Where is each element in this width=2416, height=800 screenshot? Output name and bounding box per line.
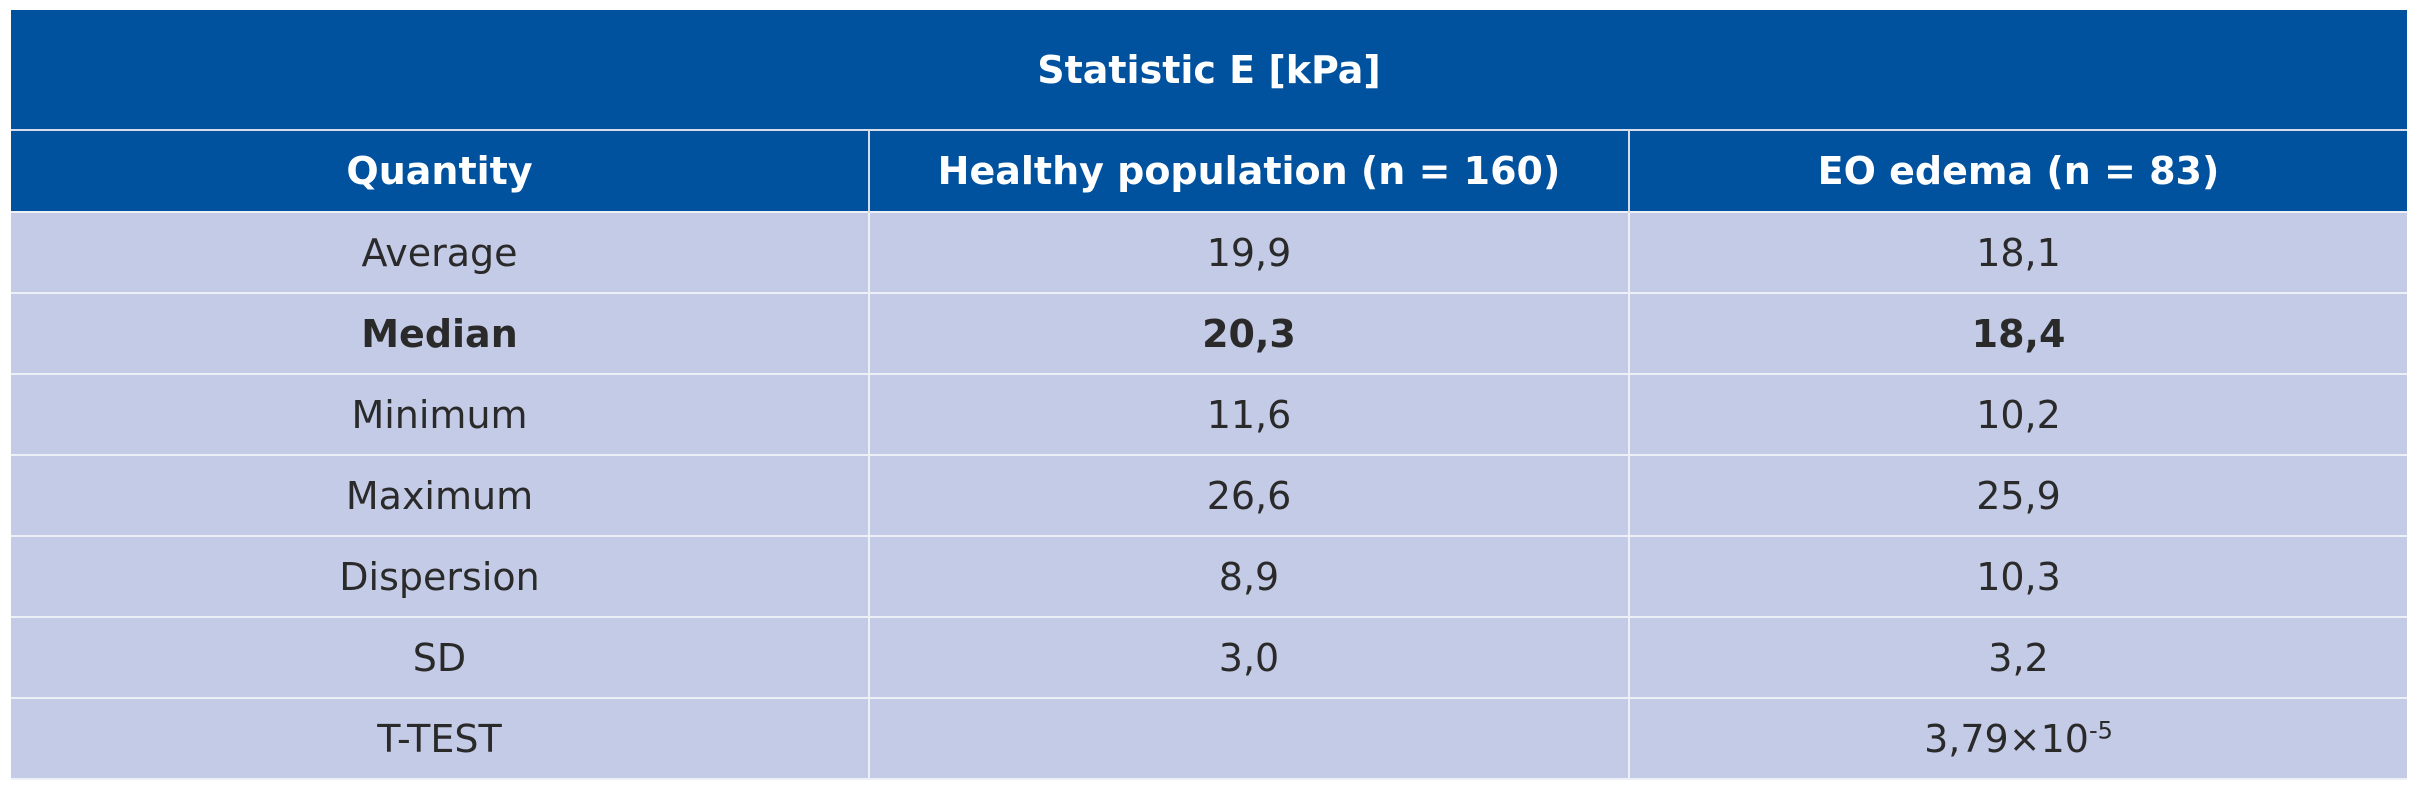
table-header-row: Quantity Healthy population (n = 160) EO… [11, 130, 2408, 212]
healthy-value: 8,9 [868, 535, 1629, 617]
edema-value: 3,79×10-5 [1627, 697, 2408, 780]
healthy-value: 19,9 [868, 211, 1629, 293]
row-label: SD [11, 616, 869, 698]
table-title: Statistic E [kPa] [11, 10, 2408, 131]
row-label: Maximum [11, 454, 869, 536]
column-header-healthy-population: Healthy population (n = 160) [868, 130, 1629, 212]
healthy-value: 11,6 [868, 373, 1629, 455]
row-label: Average [11, 211, 869, 293]
t-test-value-exponent: -5 [2088, 715, 2113, 744]
edema-value: 18,4 [1627, 292, 2408, 374]
edema-value: 25,9 [1627, 454, 2408, 536]
table-row-median: Median 20,3 18,4 [11, 292, 2408, 374]
column-header-eo-edema: EO edema (n = 83) [1627, 130, 2408, 212]
table-row-maximum: Maximum 26,6 25,9 [11, 454, 2408, 536]
healthy-value: 20,3 [868, 292, 1629, 374]
table-row-dispersion: Dispersion 8,9 10,3 [11, 535, 2408, 617]
row-label: Median [11, 292, 869, 374]
table-row-minimum: Minimum 11,6 10,2 [11, 373, 2408, 455]
table-row-sd: SD 3,0 3,2 [11, 616, 2408, 698]
healthy-value: 3,0 [868, 616, 1629, 698]
row-label: Dispersion [11, 535, 869, 617]
column-header-quantity: Quantity [11, 130, 869, 212]
healthy-value [868, 697, 1629, 780]
t-test-value-base: 3,79×10 [1924, 716, 2089, 761]
edema-value: 10,3 [1627, 535, 2408, 617]
statistics-table-container: Statistic E [kPa] Quantity Healthy popul… [11, 10, 2408, 791]
row-label: Minimum [11, 373, 869, 455]
table-row-average: Average 19,9 18,1 [11, 211, 2408, 293]
edema-value: 10,2 [1627, 373, 2408, 455]
edema-value: 18,1 [1627, 211, 2408, 293]
table-title-row: Statistic E [kPa] [11, 10, 2408, 131]
edema-value: 3,2 [1627, 616, 2408, 698]
table-row-t-test: T-TEST 3,79×10-5 [11, 697, 2408, 780]
statistics-table: Statistic E [kPa] Quantity Healthy popul… [11, 10, 2408, 780]
row-label: T-TEST [11, 697, 869, 780]
healthy-value: 26,6 [868, 454, 1629, 536]
